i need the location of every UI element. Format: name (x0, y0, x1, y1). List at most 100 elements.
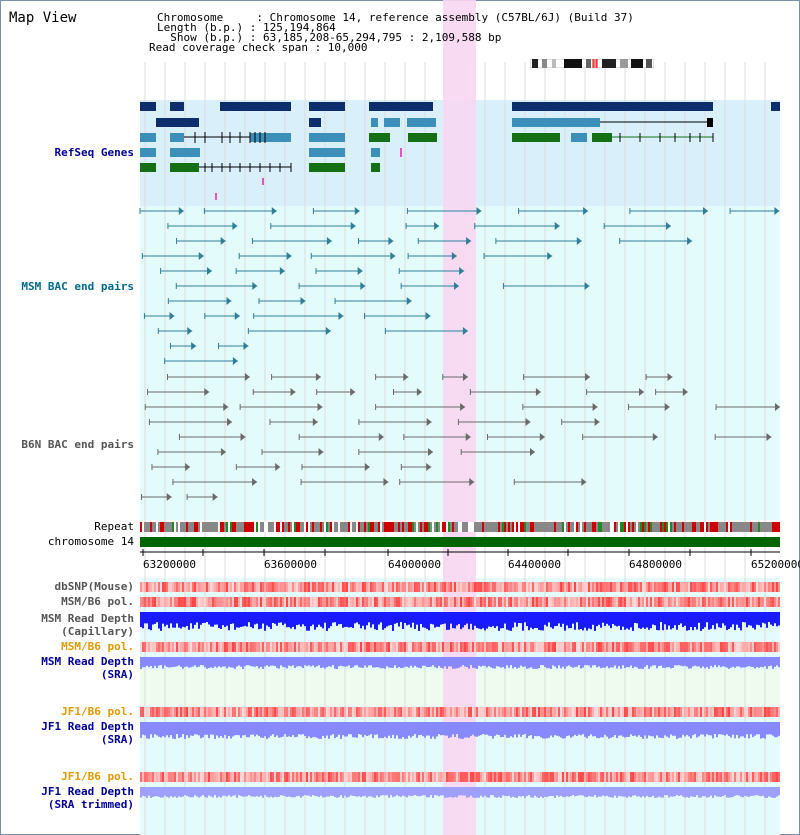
msm-pol-heat-cell (342, 597, 344, 607)
repeat-feature (362, 522, 364, 532)
jf1-pol-heat-cell (760, 707, 762, 717)
msm-sra-depth-bar (610, 657, 612, 668)
msm-pol-heat-cell (514, 597, 516, 607)
jf1-sra-depth-bar (644, 722, 646, 736)
jf1-sra-depth-bar (396, 722, 398, 736)
repeat-feature (584, 522, 586, 532)
repeat-feature (288, 522, 290, 532)
msm-sra-depth-bar (572, 657, 574, 668)
jf1-pol-heat-cell (654, 707, 656, 717)
jf1-pol-heat-cell (636, 707, 638, 717)
jf1-pol-heat-cell (668, 772, 670, 782)
repeat-feature (184, 522, 186, 532)
msm-pol-heat-cell (438, 597, 440, 607)
dbsnp-heat-cell (142, 582, 144, 592)
jf1-trimmed-depth-bar (366, 787, 368, 798)
msm-pol-heat-cell (302, 597, 304, 607)
jf1-pol-heat-cell (494, 772, 496, 782)
jf1-pol-heat-cell (432, 707, 434, 717)
msm-pol-heat-cell (164, 597, 166, 607)
msm-pol-heat-cell (584, 597, 586, 607)
msm-pol-heat-cell (286, 642, 288, 652)
b6n-bac-pair-end (652, 433, 658, 441)
jf1-trimmed-depth-bar (332, 787, 334, 796)
msm-capillary-depth-bar (444, 612, 446, 624)
dbsnp-heat-cell (612, 582, 614, 592)
jf1-sra-depth-bar (690, 722, 692, 739)
jf1-pol-heat-cell (770, 772, 772, 782)
msm-sra-depth-bar (312, 657, 314, 666)
repeat-feature (390, 522, 392, 532)
dbsnp-heat-cell (728, 582, 730, 592)
repeat-feature (342, 522, 344, 532)
msm-capillary-depth-bar (608, 612, 610, 626)
jf1-trimmed-depth-bar (688, 787, 690, 798)
jf1-pol-heat-cell (540, 707, 542, 717)
msm-sra-depth-bar (706, 657, 708, 667)
repeat-feature (662, 522, 664, 532)
dbsnp-heat-cell (448, 582, 450, 592)
jf1-pol-heat-cell (634, 772, 636, 782)
msm-sra-depth-bar (156, 657, 158, 669)
jf1-trimmed-depth-bar (560, 787, 562, 796)
jf1-pol-heat-cell (478, 772, 480, 782)
jf1-sra-depth-bar (364, 722, 366, 735)
jf1-trimmed-depth-bar (182, 787, 184, 797)
msm-capillary-depth-bar (630, 612, 632, 628)
jf1-sra-depth-bar (446, 722, 448, 736)
jf1-sra-depth-bar (392, 722, 394, 735)
jf1-trimmed-depth-bar (274, 787, 276, 797)
msm-pol-heat-cell (196, 597, 198, 607)
jf1-pol-heat-cell (628, 707, 630, 717)
jf1-pol-heat-cell (410, 707, 412, 717)
jf1-pol-heat-cell (628, 772, 630, 782)
dbsnp-heat-cell (620, 582, 622, 592)
msm-pol-heat-cell (258, 642, 260, 652)
dbsnp-heat-cell (410, 582, 412, 592)
msm-pol-heat-cell (622, 642, 624, 652)
msm-capillary-depth-bar (182, 612, 184, 627)
jf1-trimmed-depth-bar (772, 787, 774, 798)
msm-capillary-depth-bar (238, 612, 240, 628)
dbsnp-heat-cell (658, 582, 660, 592)
msm-pol-heat-cell (726, 642, 728, 652)
msm-bac-pair-end (325, 327, 331, 335)
jf1-sra-depth-bar (172, 722, 174, 739)
dbsnp-heat-cell (730, 582, 732, 592)
msm-pol-heat-cell (276, 642, 278, 652)
dbsnp-heat-cell (440, 582, 442, 592)
jf1-trimmed-depth-bar (158, 787, 160, 797)
jf1-pol-heat-cell (508, 772, 510, 782)
jf1-pol-heat-cell (706, 707, 708, 717)
msm-pol-heat-cell (202, 642, 204, 652)
msm-capillary-depth-bar (140, 612, 142, 628)
msm-sra-depth-bar (464, 657, 466, 667)
jf1-pol-heat-cell (568, 707, 570, 717)
msm-capillary-depth-bar (676, 612, 678, 630)
jf1-pol-heat-cell (498, 772, 500, 782)
jf1-pol-heat-cell (476, 772, 478, 782)
repeat-feature (654, 522, 656, 532)
chromosome-ideogram[interactable] (529, 53, 655, 70)
jf1-pol-heat-cell (264, 772, 266, 782)
jf1-pol-heat-cell (234, 707, 236, 717)
dbsnp-heat-cell (248, 582, 250, 592)
jf1-trimmed-depth-bar (252, 787, 254, 797)
jf1-pol-heat-cell (338, 707, 340, 717)
page-title: Map View (9, 10, 77, 26)
msm-sra-depth-bar (700, 657, 702, 669)
jf1-pol-heat-cell (184, 707, 186, 717)
jf1-sra-depth-bar (282, 722, 284, 737)
jf1-trimmed-depth-bar (518, 787, 520, 797)
b6n-bac-pair-end (378, 433, 384, 441)
msm-pol-heat-cell (210, 597, 212, 607)
jf1-pol-heat-cell (520, 707, 522, 717)
jf1-pol-heat-cell (460, 772, 462, 782)
msm-pol-heat-cell (448, 597, 450, 607)
jf1-pol-heat-cell (404, 707, 406, 717)
msm-pol-heat-cell (400, 642, 402, 652)
jf1-pol-heat-cell (716, 707, 718, 717)
jf1-trimmed-depth-bar (510, 787, 512, 798)
msm-pol-heat-cell (756, 642, 758, 652)
